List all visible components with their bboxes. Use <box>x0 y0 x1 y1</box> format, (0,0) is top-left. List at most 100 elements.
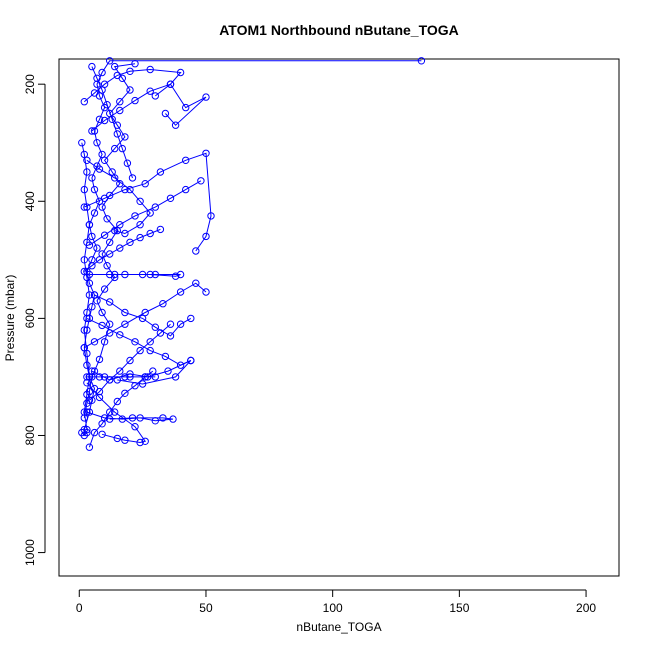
data-point <box>80 256 89 264</box>
data-point <box>131 60 139 68</box>
data-point <box>106 320 114 328</box>
data-point <box>95 165 104 173</box>
data-point <box>156 225 165 234</box>
data-point <box>90 367 99 375</box>
data-point <box>121 320 129 328</box>
data-point <box>111 144 119 153</box>
data-point <box>202 288 210 296</box>
chart-title: ATOM1 Northbound nButane_TOGA <box>219 22 459 38</box>
data-point <box>106 298 114 306</box>
data-point <box>103 262 111 270</box>
x-axis-label: nButane_TOGA <box>296 620 381 634</box>
data-point <box>100 231 109 239</box>
data-point <box>187 356 195 365</box>
data-point <box>98 203 106 211</box>
series-line <box>91 83 207 132</box>
data-point <box>192 247 200 255</box>
data-point <box>111 174 119 182</box>
y-tick-label: 1000 <box>23 539 37 566</box>
data-point <box>90 89 99 97</box>
data-point <box>131 96 139 105</box>
data-point <box>93 74 101 83</box>
series-line <box>84 282 207 349</box>
data-point <box>116 331 124 339</box>
data-point <box>83 326 91 334</box>
data-point <box>159 300 167 308</box>
data-point <box>146 270 154 279</box>
data-point <box>138 380 147 388</box>
data-point <box>121 270 129 279</box>
x-tick-label: 0 <box>76 601 83 615</box>
data-point <box>146 346 154 355</box>
data-point <box>80 203 89 211</box>
data-point <box>166 332 175 340</box>
data-point <box>192 279 200 287</box>
data-point <box>111 408 119 416</box>
data-point <box>146 338 154 346</box>
y-tick-label: 400 <box>23 191 37 211</box>
data-point <box>85 291 94 299</box>
data-point <box>98 86 106 94</box>
data-point <box>138 270 147 279</box>
data-point <box>207 212 215 220</box>
data-point <box>85 373 94 381</box>
data-point <box>113 434 122 443</box>
data-point <box>83 203 91 211</box>
data-point <box>159 414 167 422</box>
data-point <box>106 408 114 416</box>
data-point <box>176 320 185 328</box>
data-point <box>93 244 101 252</box>
data-point <box>106 238 114 247</box>
data-point <box>98 430 106 438</box>
data-point <box>100 116 109 125</box>
data-point <box>136 221 144 229</box>
data-point <box>88 174 96 182</box>
x-tick-label: 100 <box>323 601 343 615</box>
data-point <box>106 270 114 279</box>
x-tick-label: 150 <box>449 601 469 615</box>
data-point <box>171 272 180 280</box>
data-point <box>83 156 91 165</box>
data-point <box>128 174 137 182</box>
data-point <box>136 414 144 422</box>
data-point <box>83 425 91 434</box>
data-point <box>116 106 124 115</box>
data-point <box>126 238 134 247</box>
data-point <box>141 180 149 188</box>
data-point <box>121 436 129 444</box>
data-point <box>131 338 139 346</box>
data-point <box>149 367 157 375</box>
data-point <box>95 355 104 364</box>
data-point <box>106 57 114 65</box>
data-point <box>417 57 426 65</box>
y-tick-label: 200 <box>23 74 37 94</box>
data-point <box>83 390 91 399</box>
series-line <box>91 66 133 179</box>
data-point <box>151 323 160 331</box>
data-point <box>171 121 180 129</box>
data-point <box>95 393 104 402</box>
data-point <box>95 387 104 396</box>
data-point <box>80 150 89 159</box>
data-point <box>187 314 195 323</box>
data-point <box>116 221 124 229</box>
data-point <box>100 285 109 293</box>
data-point <box>90 209 99 217</box>
data-point <box>113 71 122 80</box>
data-point <box>141 373 149 381</box>
data-point <box>146 229 154 238</box>
data-point <box>83 408 91 416</box>
data-point <box>98 420 106 428</box>
y-tick-label: 600 <box>23 308 37 328</box>
data-point <box>83 308 91 317</box>
data-point <box>106 376 114 384</box>
data-point <box>176 288 185 296</box>
data-point <box>123 159 132 167</box>
series-line <box>88 370 154 448</box>
data-point <box>90 185 99 194</box>
y-axis-label: Pressure (mbar) <box>3 275 17 362</box>
data-point <box>93 80 101 88</box>
data-point <box>136 346 144 355</box>
data-point <box>100 156 109 165</box>
data-point <box>100 338 109 346</box>
